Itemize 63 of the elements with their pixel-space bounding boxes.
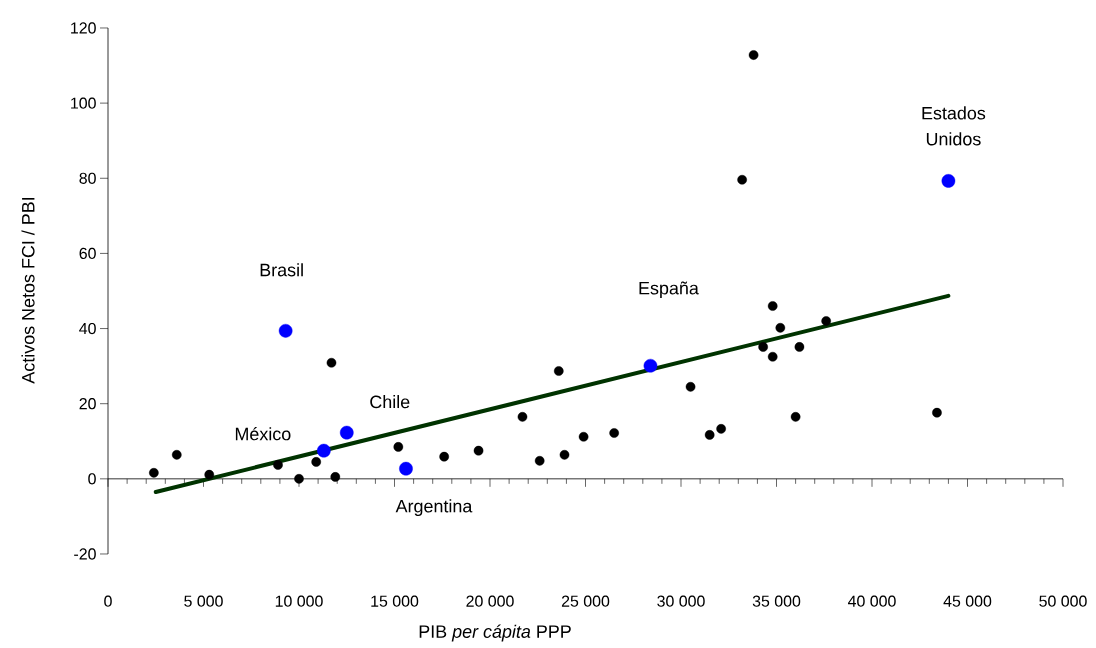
annotation: España <box>639 281 699 299</box>
x-tick-label: 50 000 <box>1039 595 1087 607</box>
point <box>278 324 293 338</box>
point <box>609 428 619 438</box>
point <box>821 316 831 326</box>
x-tick-label: 35 000 <box>752 595 801 607</box>
point <box>643 358 658 373</box>
point <box>330 472 341 482</box>
point <box>775 323 786 333</box>
annotation: Estados Unidos <box>922 106 986 146</box>
point <box>932 407 942 418</box>
point <box>473 445 484 456</box>
x-tick-label: 15 000 <box>371 595 419 607</box>
y-tick-label: 20 <box>79 398 96 410</box>
point <box>439 451 449 462</box>
point <box>716 424 726 434</box>
y-axis-title: Activos Netos FCI / PBI <box>21 197 35 384</box>
point <box>767 301 778 311</box>
point <box>294 474 304 484</box>
point <box>737 174 747 185</box>
y-tick-label: 80 <box>79 172 96 184</box>
x-tick-label: 30 000 <box>657 595 705 607</box>
point <box>758 342 768 352</box>
x-tick-label: 40 000 <box>847 595 896 607</box>
y-tick-label: 120 <box>71 22 96 34</box>
x-tick-label: 0 <box>104 595 112 607</box>
point <box>685 381 696 392</box>
point <box>311 457 321 467</box>
point <box>767 351 778 362</box>
point <box>517 412 528 422</box>
point <box>578 431 589 442</box>
point <box>748 50 759 60</box>
annotation: Argentina <box>395 499 473 517</box>
x-axis-title: PIB per cápita PPP <box>419 624 571 642</box>
x-tick-label: 10 000 <box>275 595 323 607</box>
point <box>339 425 354 440</box>
point <box>273 460 283 470</box>
point <box>393 442 404 452</box>
x-tick-label: 25 000 <box>561 595 610 607</box>
annotation: Brasil <box>260 263 303 277</box>
point <box>794 342 805 352</box>
point <box>317 443 331 458</box>
point <box>204 469 215 480</box>
y-tick-label: 40 <box>79 322 96 335</box>
annotation: Chile <box>370 395 410 409</box>
point <box>326 357 337 368</box>
point <box>553 366 564 376</box>
y-tick-label: -20 <box>74 548 96 560</box>
annotation: México <box>235 426 291 441</box>
point <box>534 456 545 466</box>
x-tick-label: 45 000 <box>943 595 992 607</box>
point <box>941 174 956 188</box>
x-tick-label: 20 000 <box>466 595 514 607</box>
point <box>149 468 159 478</box>
y-tick-label: 0 <box>88 473 96 485</box>
point <box>171 450 182 460</box>
y-tick-label: 100 <box>71 97 96 109</box>
point <box>399 461 413 476</box>
point <box>559 450 570 460</box>
y-tick-label: 60 <box>79 247 96 260</box>
point <box>790 412 801 422</box>
point <box>704 430 715 440</box>
x-tick-label: 5 000 <box>184 595 223 607</box>
